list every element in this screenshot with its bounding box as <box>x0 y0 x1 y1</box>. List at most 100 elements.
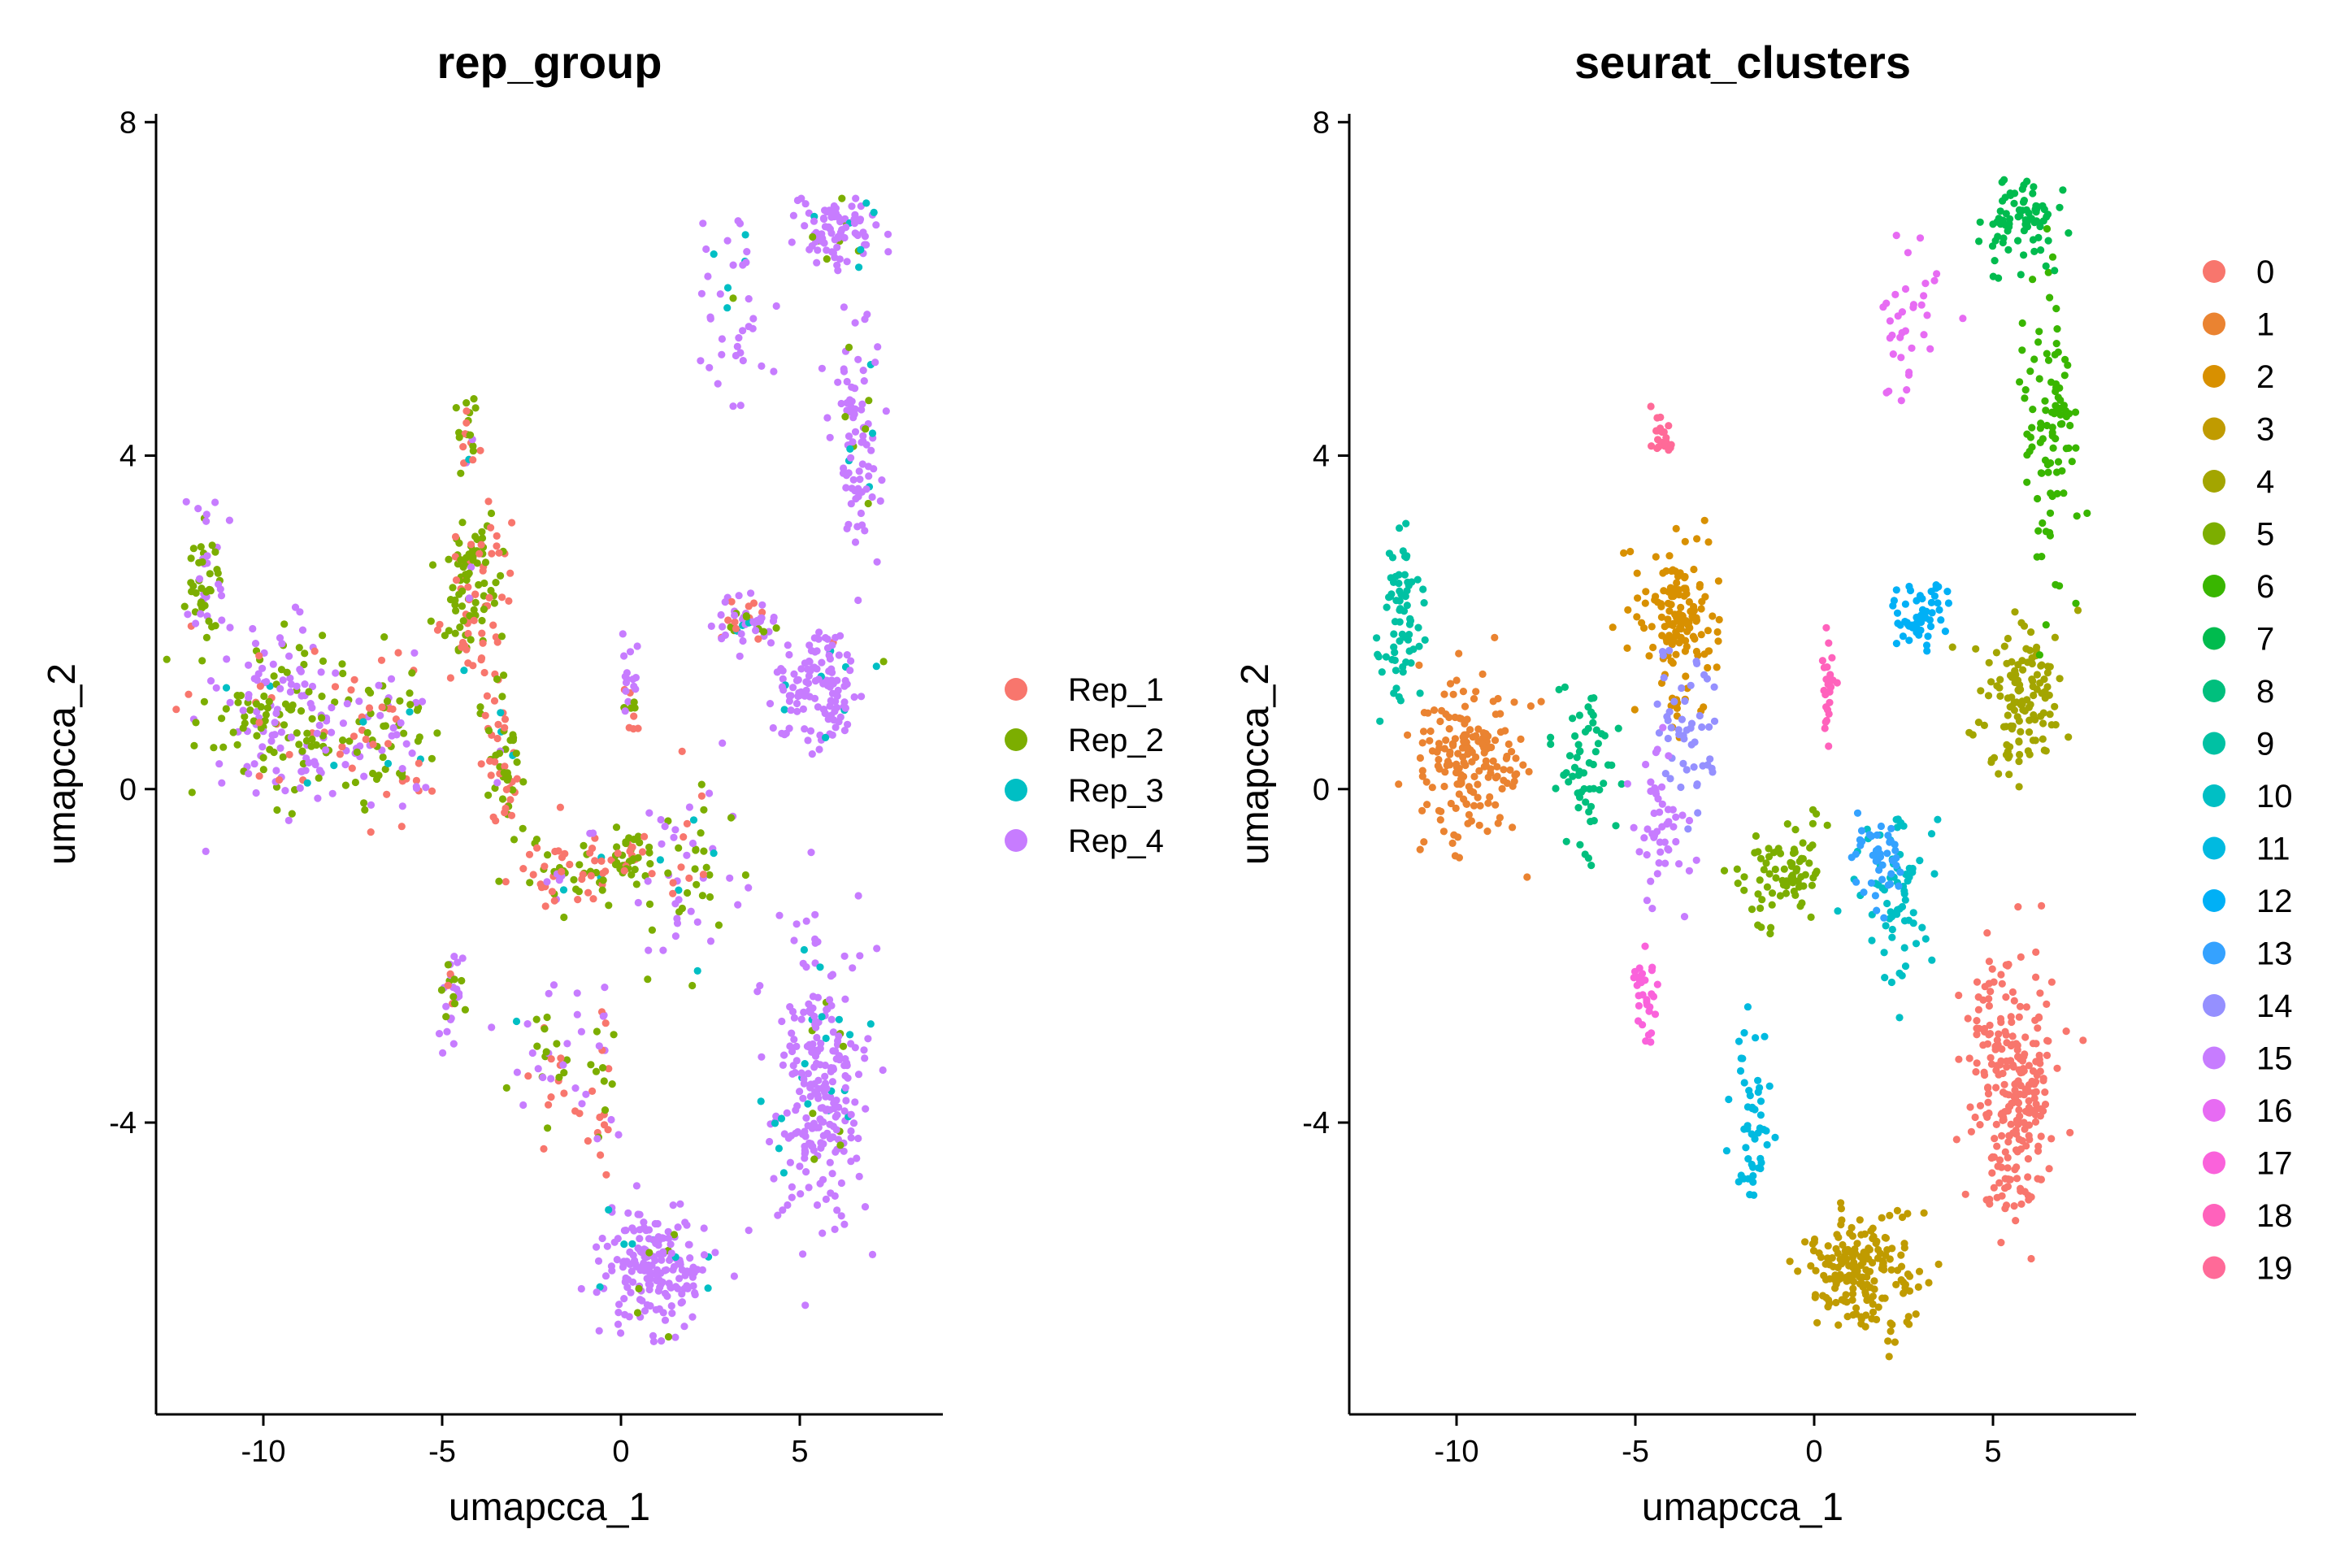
scatter-point <box>1887 1327 1895 1336</box>
scatter-point <box>879 1066 887 1075</box>
scatter-point <box>2038 901 2046 910</box>
scatter-point <box>1986 1053 1995 1062</box>
scatter-point <box>356 742 364 750</box>
scatter-point <box>1869 1308 1878 1316</box>
legend-label: Rep_4 <box>1068 823 1164 859</box>
scatter-point <box>1685 597 1693 606</box>
scatter-point <box>1722 1147 1730 1155</box>
scatter-point <box>277 728 285 736</box>
scatter-point <box>657 815 665 824</box>
scatter-point <box>1653 870 1661 878</box>
scatter-point <box>1867 879 1875 887</box>
scatter-point <box>1596 786 1604 794</box>
scatter-point <box>2052 340 2060 348</box>
scatter-point <box>1676 569 1684 577</box>
scatter-point <box>1640 834 1648 842</box>
scatter-point <box>1641 942 1649 950</box>
scatter-point <box>1428 784 1436 792</box>
scatter-point <box>2056 582 2064 590</box>
scatter-point <box>633 642 641 650</box>
scatter-point <box>2040 206 2048 214</box>
scatter-point <box>1433 748 1441 756</box>
scatter-point <box>792 699 801 708</box>
legend-swatch <box>2203 260 2225 283</box>
scatter-point <box>254 670 263 678</box>
scatter-point <box>1648 623 1656 631</box>
scatter-point <box>841 1084 849 1092</box>
scatter-point <box>625 834 633 842</box>
y-tick-label: 0 <box>1313 773 1330 807</box>
scatter-point <box>376 711 384 719</box>
scatter-point <box>659 1309 667 1317</box>
y-tick-label: 8 <box>1313 106 1330 140</box>
scatter-point <box>2039 735 2047 743</box>
scatter-point <box>293 729 301 737</box>
scatter-point <box>458 519 467 527</box>
scatter-point <box>1713 663 1721 671</box>
scatter-point <box>410 649 419 657</box>
scatter-point <box>1905 582 1913 591</box>
scatter-point <box>1505 740 1513 749</box>
scatter-point <box>241 712 249 721</box>
scatter-point <box>490 697 499 705</box>
scatter-point <box>811 1020 819 1028</box>
scatter-point <box>192 619 200 628</box>
scatter-point <box>1878 875 1887 884</box>
scatter-point <box>1979 996 1987 1004</box>
x-axis-label: umapcca_1 <box>1642 1486 1843 1529</box>
scatter-point <box>598 886 606 894</box>
scatter-point <box>1889 350 1897 358</box>
scatter-point <box>640 1307 649 1315</box>
scatter-point <box>604 1126 612 1134</box>
scatter-point <box>2059 186 2067 194</box>
scatter-point <box>1494 694 1502 703</box>
scatter-point <box>1609 623 1617 632</box>
scatter-point <box>1663 637 1671 646</box>
scatter-point <box>858 460 866 468</box>
scatter-point <box>1398 630 1406 639</box>
scatter-point <box>1737 1171 1745 1179</box>
scatter-point <box>328 789 337 797</box>
scatter-point <box>826 1120 834 1128</box>
scatter-point <box>1382 653 1390 661</box>
scatter-point <box>1658 648 1667 656</box>
scatter-point <box>1667 567 1676 576</box>
scatter-point <box>851 428 860 436</box>
scatter-point <box>1993 1142 2001 1150</box>
scatter-point <box>1762 1127 1770 1135</box>
scatter-point <box>1653 827 1661 836</box>
scatter-point <box>839 1042 848 1050</box>
scatter-point <box>855 1172 863 1180</box>
scatter-point <box>560 1089 568 1097</box>
scatter-point <box>698 892 707 900</box>
scatter-point <box>804 1070 813 1078</box>
scatter-point <box>222 684 231 692</box>
legend-label: 9 <box>2256 727 2274 762</box>
scatter-point <box>383 790 391 798</box>
scatter-point <box>692 846 700 854</box>
scatter-point <box>1656 848 1665 856</box>
scatter-point <box>676 1200 684 1208</box>
scatter-point <box>380 722 388 730</box>
x-tick-label: 5 <box>791 1435 808 1469</box>
scatter-point <box>1867 1227 1875 1235</box>
scatter-point <box>811 648 819 656</box>
scatter-point <box>222 705 230 713</box>
scatter-point <box>593 1288 601 1297</box>
scatter-point <box>605 1065 613 1073</box>
scatter-point <box>1482 730 1490 738</box>
scatter-point <box>1749 1163 1757 1171</box>
scatter-point <box>851 1044 859 1052</box>
scatter-point <box>2041 1101 2050 1109</box>
scatter-point <box>252 788 260 797</box>
scatter-point <box>1647 877 1655 885</box>
scatter-point <box>823 1006 831 1014</box>
scatter-point <box>284 816 293 825</box>
scatter-point <box>557 1054 565 1062</box>
scatter-point <box>1679 759 1687 768</box>
scatter-point <box>2046 532 2054 540</box>
scatter-point <box>847 1127 855 1136</box>
scatter-point <box>749 599 758 607</box>
scatter-point <box>1496 814 1504 822</box>
scatter-point <box>2013 1175 2021 1183</box>
